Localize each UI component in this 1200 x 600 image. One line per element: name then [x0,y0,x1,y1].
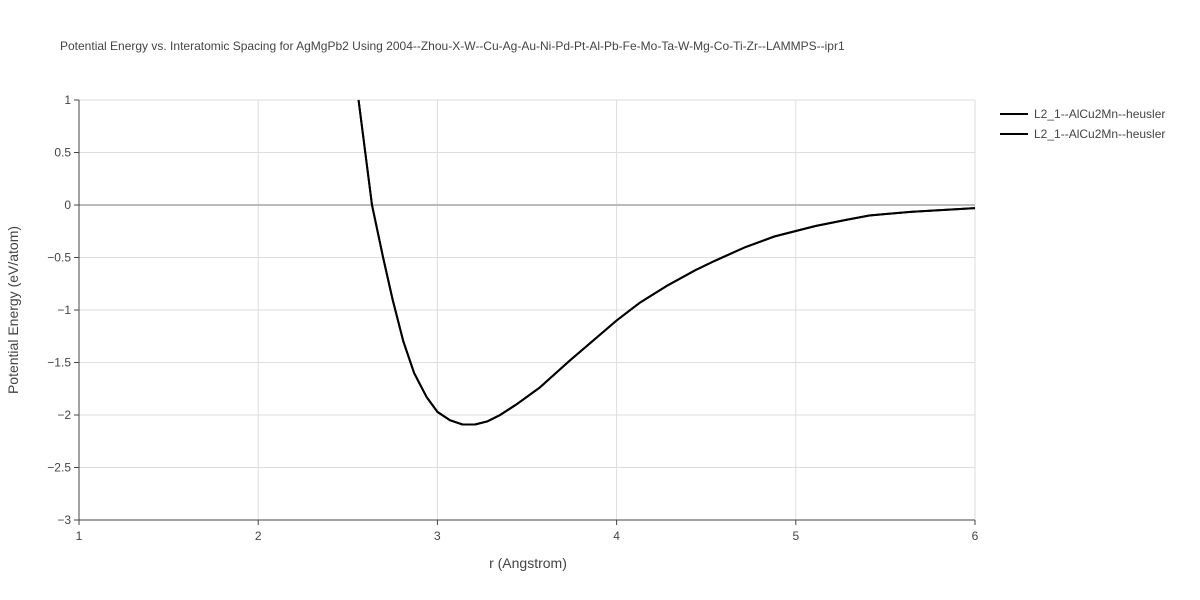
y-tick-label: −1.5 [47,356,71,370]
legend-label: L2_1--AlCu2Mn--heusler [1034,127,1165,141]
x-tick-label: 2 [255,529,262,543]
y-tick-label: −0.5 [47,251,71,265]
y-tick-label: 1 [64,93,71,107]
y-tick-label: 0 [64,198,71,212]
y-tick-label: 0.5 [54,146,71,160]
line-series [357,99,976,426]
x-tick-label: 1 [76,529,83,543]
x-tick-label: 4 [613,529,620,543]
x-tick-label: 6 [972,529,979,543]
chart-title: Potential Energy vs. Interatomic Spacing… [60,39,845,53]
x-axis-title: r (Angstrom) [489,555,567,571]
y-tick-label: −3 [57,513,71,527]
x-tick-label: 3 [434,529,441,543]
y-tick-label: −1 [57,303,71,317]
x-tick-label: 5 [792,529,799,543]
y-tick-label: −2 [57,408,71,422]
y-axis-title: Potential Energy (eV/atom) [5,226,21,394]
legend-label: L2_1--AlCu2Mn--heusler [1034,107,1165,121]
line-series [357,99,976,426]
y-tick-label: −2.5 [47,461,71,475]
